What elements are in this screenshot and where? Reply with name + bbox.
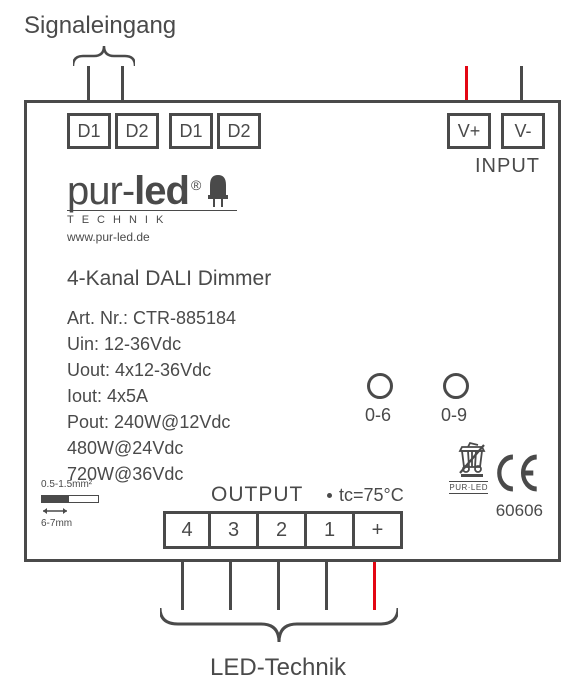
rotary-label-2: 0-9 <box>441 405 467 426</box>
input-label: INPUT <box>475 155 540 178</box>
rotary-switch-2 <box>443 373 469 399</box>
led-technik-label: LED-Technik <box>210 654 346 682</box>
led-icon <box>206 173 230 212</box>
weee-icon <box>458 441 486 482</box>
output-wire-plus <box>373 562 376 610</box>
terminal-out-3: 3 <box>211 511 259 549</box>
brand-bold: led <box>134 169 189 213</box>
spec-uout: Uout: 4x12-36Vdc <box>67 357 236 383</box>
cert-code: 60606 <box>496 501 543 521</box>
gauge-spec-top: 0.5-1.5mm² <box>41 479 103 490</box>
wire-gauge-diagram: 0.5-1.5mm² 6-7mm <box>41 479 103 529</box>
registered-icon: ® <box>191 177 200 193</box>
gauge-spec-bottom: 6-7mm <box>41 518 103 529</box>
terminal-d1-b: D1 <box>169 113 213 149</box>
ce-mark <box>494 453 542 503</box>
terminal-out-plus: + <box>355 511 403 549</box>
brand-block: pur-led® TECHNIK www.pur-led.de <box>67 169 237 244</box>
brand-pre: pur- <box>67 169 134 213</box>
output-wire-4 <box>181 562 184 610</box>
terminal-v-minus: V- <box>501 113 545 149</box>
spec-pout2: 480W@24Vdc <box>67 435 236 461</box>
tc-dot <box>327 493 332 498</box>
dali-wire-2 <box>121 66 124 102</box>
brand-url: www.pur-led.de <box>67 230 237 244</box>
terminal-d2-b: D2 <box>217 113 261 149</box>
spec-iout: Iout: 4x5A <box>67 383 236 409</box>
power-wire-negative <box>520 66 523 102</box>
terminal-out-4: 4 <box>163 511 211 549</box>
signal-input-label: Signaleingang <box>24 12 176 40</box>
output-label: OUTPUT <box>211 483 303 507</box>
terminal-d1-a: D1 <box>67 113 111 149</box>
brand-name: pur-led® <box>67 169 200 214</box>
spec-uin: Uin: 12-36Vdc <box>67 331 236 357</box>
tc-label: tc=75°C <box>339 485 404 506</box>
rotary-label-1: 0-6 <box>365 405 391 426</box>
spec-list: Art. Nr.: CTR-885184 Uin: 12-36Vdc Uout:… <box>67 305 236 487</box>
output-wire-1 <box>325 562 328 610</box>
power-wire-positive <box>465 66 468 102</box>
purled-small-label: PUR·LED <box>449 481 488 494</box>
bottom-brace <box>160 608 398 644</box>
device-box: D1 D2 D1 D2 V+ V- INPUT pur-led® TECHNIK… <box>24 100 561 562</box>
output-wire-2 <box>277 562 280 610</box>
rotary-switch-1 <box>367 373 393 399</box>
terminal-v-plus: V+ <box>447 113 491 149</box>
spec-art: Art. Nr.: CTR-885184 <box>67 305 236 331</box>
spec-pout1: Pout: 240W@12Vdc <box>67 409 236 435</box>
terminal-d2-a: D2 <box>115 113 159 149</box>
terminal-out-1: 1 <box>307 511 355 549</box>
output-wire-3 <box>229 562 232 610</box>
dali-wire-1 <box>87 66 90 102</box>
top-brace <box>73 44 135 66</box>
terminal-out-2: 2 <box>259 511 307 549</box>
product-title: 4-Kanal DALI Dimmer <box>67 267 271 291</box>
